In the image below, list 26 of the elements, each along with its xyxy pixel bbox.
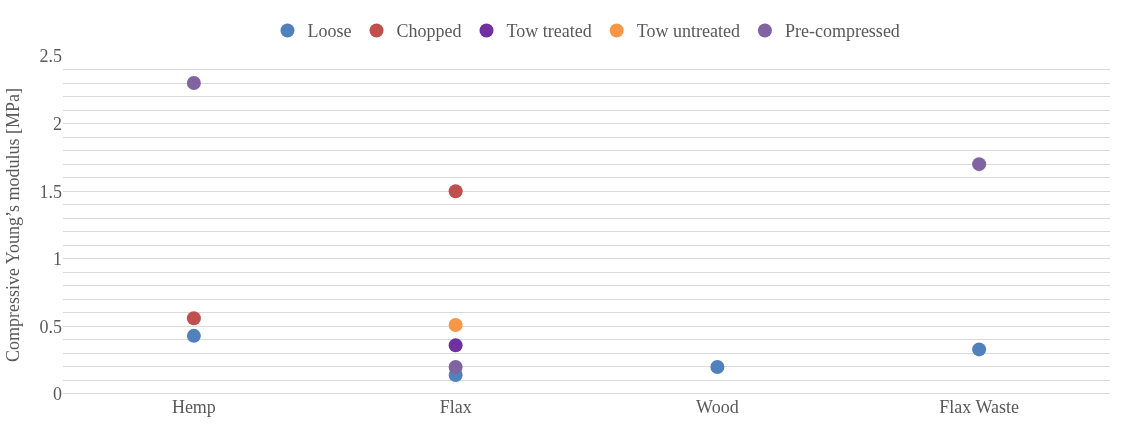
point	[186, 311, 201, 326]
y-tick-label: 0.5	[39, 316, 62, 337]
legend-label: Loose	[307, 21, 352, 42]
point	[448, 318, 463, 333]
point	[186, 76, 201, 91]
point	[972, 342, 987, 357]
x-tick-label: Hemp	[171, 397, 216, 417]
x-tick-label: Flax	[439, 397, 472, 417]
legend-label: Tow untreated	[636, 21, 740, 42]
legend-label: Tow treated	[506, 21, 592, 42]
legend-label: Pre-compressed	[784, 21, 900, 42]
point	[186, 328, 201, 343]
y-tick-label: 2	[53, 113, 62, 134]
point	[448, 359, 463, 374]
legend-label: Chopped	[396, 21, 462, 42]
x-tick-label: Wood	[696, 397, 739, 417]
y-tick-label: 1.5	[39, 181, 62, 202]
point	[972, 157, 987, 172]
y-tick-label: 0	[53, 384, 62, 405]
point	[448, 338, 463, 353]
point	[710, 359, 725, 374]
point	[448, 184, 463, 199]
x-tick-label: Flax Waste	[939, 397, 1019, 417]
y-tick-label: 2.5	[39, 46, 62, 67]
y-axis-title: Compressive Young’s modulus [MPa]	[2, 87, 23, 363]
y-tick-label: 1	[53, 249, 62, 270]
